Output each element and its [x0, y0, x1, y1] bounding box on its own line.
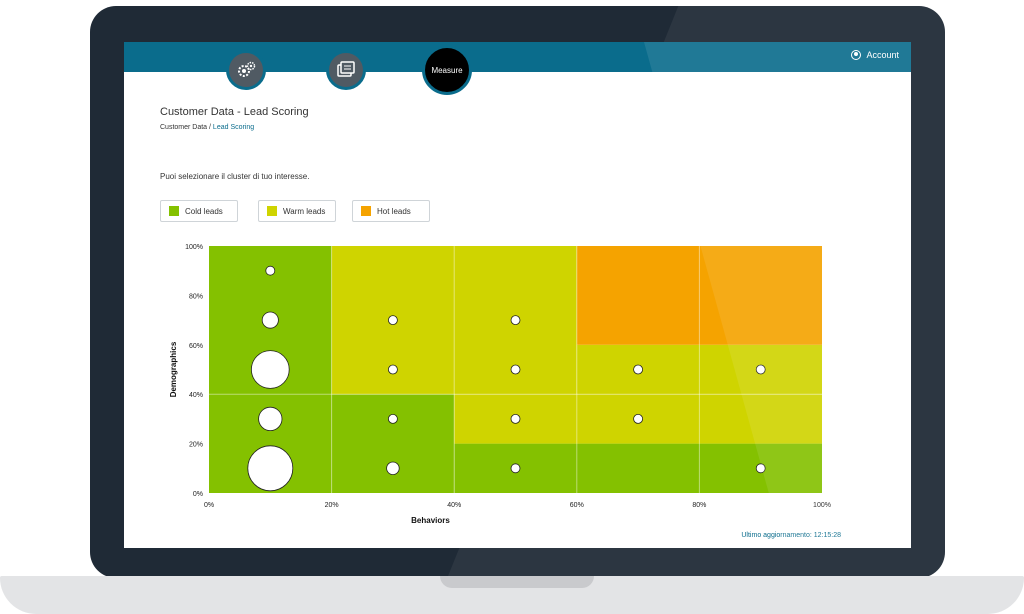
gears-icon	[238, 61, 256, 77]
data-point	[633, 364, 643, 375]
x-tick-label: 20%	[325, 502, 339, 509]
x-tick-label: 100%	[813, 502, 831, 509]
region-cold	[331, 394, 455, 493]
data-point	[755, 463, 766, 474]
cold-leads-swatch	[169, 206, 179, 216]
x-tick-label: 60%	[570, 502, 584, 509]
data-point	[755, 364, 766, 375]
hot-leads-label: Hot leads	[377, 206, 411, 216]
region-warm	[576, 344, 822, 395]
warm-leads-label: Warm leads	[283, 206, 326, 216]
data-point	[386, 461, 400, 476]
lead-scoring-chart: 0% 20% 40% 60% 80% 100% 0% 20% 40% 60% 80% 100% Beha…	[169, 244, 831, 525]
account-menu[interactable]: Account	[851, 50, 899, 60]
data-point	[258, 406, 283, 431]
y-tick-label: 0%	[193, 491, 203, 498]
documents-icon	[337, 61, 355, 77]
breadcrumb-root[interactable]: Customer Data	[160, 124, 208, 131]
last-updated: Ultimo aggiornamento: 12:15:28	[741, 532, 841, 539]
x-tick-label: 0%	[204, 502, 214, 509]
x-axis-title: Behaviors	[411, 516, 450, 525]
region-warm	[331, 246, 577, 395]
nav-documents-button[interactable]	[326, 50, 366, 90]
y-tick-label: 20%	[189, 442, 203, 449]
data-point	[510, 315, 521, 326]
breadcrumb-current[interactable]: Lead Scoring	[212, 124, 255, 131]
y-tick-label: 80%	[189, 293, 203, 300]
data-point	[251, 350, 290, 389]
data-point	[387, 364, 398, 375]
breadcrumb: Customer Data / Lead Scoring	[160, 124, 254, 131]
hot-leads-swatch	[361, 206, 371, 216]
data-point	[510, 364, 521, 375]
hot-leads-filter-button[interactable]: Hot leads	[352, 200, 430, 222]
y-tick-label: 100%	[185, 244, 203, 251]
cluster-instructions: Puoi selezionare il cluster di tuo inter…	[160, 172, 310, 181]
y-axis-title: Demographics	[169, 341, 178, 397]
cold-leads-label: Cold leads	[185, 206, 223, 216]
cold-leads-filter-button[interactable]: Cold leads	[160, 200, 238, 222]
data-point	[387, 315, 398, 326]
warm-leads-swatch	[267, 206, 277, 216]
data-point	[510, 463, 521, 474]
y-tick-label: 60%	[189, 343, 203, 350]
y-tick-label: 40%	[189, 392, 203, 399]
nav-settings-button[interactable]	[226, 50, 266, 90]
data-point	[387, 413, 398, 424]
nav-measure-label: Measure	[431, 65, 463, 75]
region-cold	[454, 443, 822, 493]
account-label: Account	[866, 50, 899, 60]
region-hot	[576, 246, 822, 345]
breadcrumb-separator: /	[207, 124, 213, 131]
data-point	[633, 413, 643, 424]
user-icon	[851, 50, 862, 60]
warm-leads-filter-button[interactable]: Warm leads	[258, 200, 336, 222]
app-screen: Account Measure Customer Data - Lead Sco…	[124, 42, 911, 548]
page-title: Customer Data - Lead Scoring	[160, 106, 309, 118]
data-point	[265, 265, 276, 276]
x-tick-label: 40%	[447, 502, 461, 509]
x-tick-label: 80%	[692, 502, 706, 509]
nav-measure-button[interactable]: Measure	[422, 45, 472, 95]
laptop-notch	[440, 576, 594, 588]
data-point	[261, 311, 279, 329]
data-point	[510, 413, 521, 424]
data-point	[247, 445, 294, 492]
